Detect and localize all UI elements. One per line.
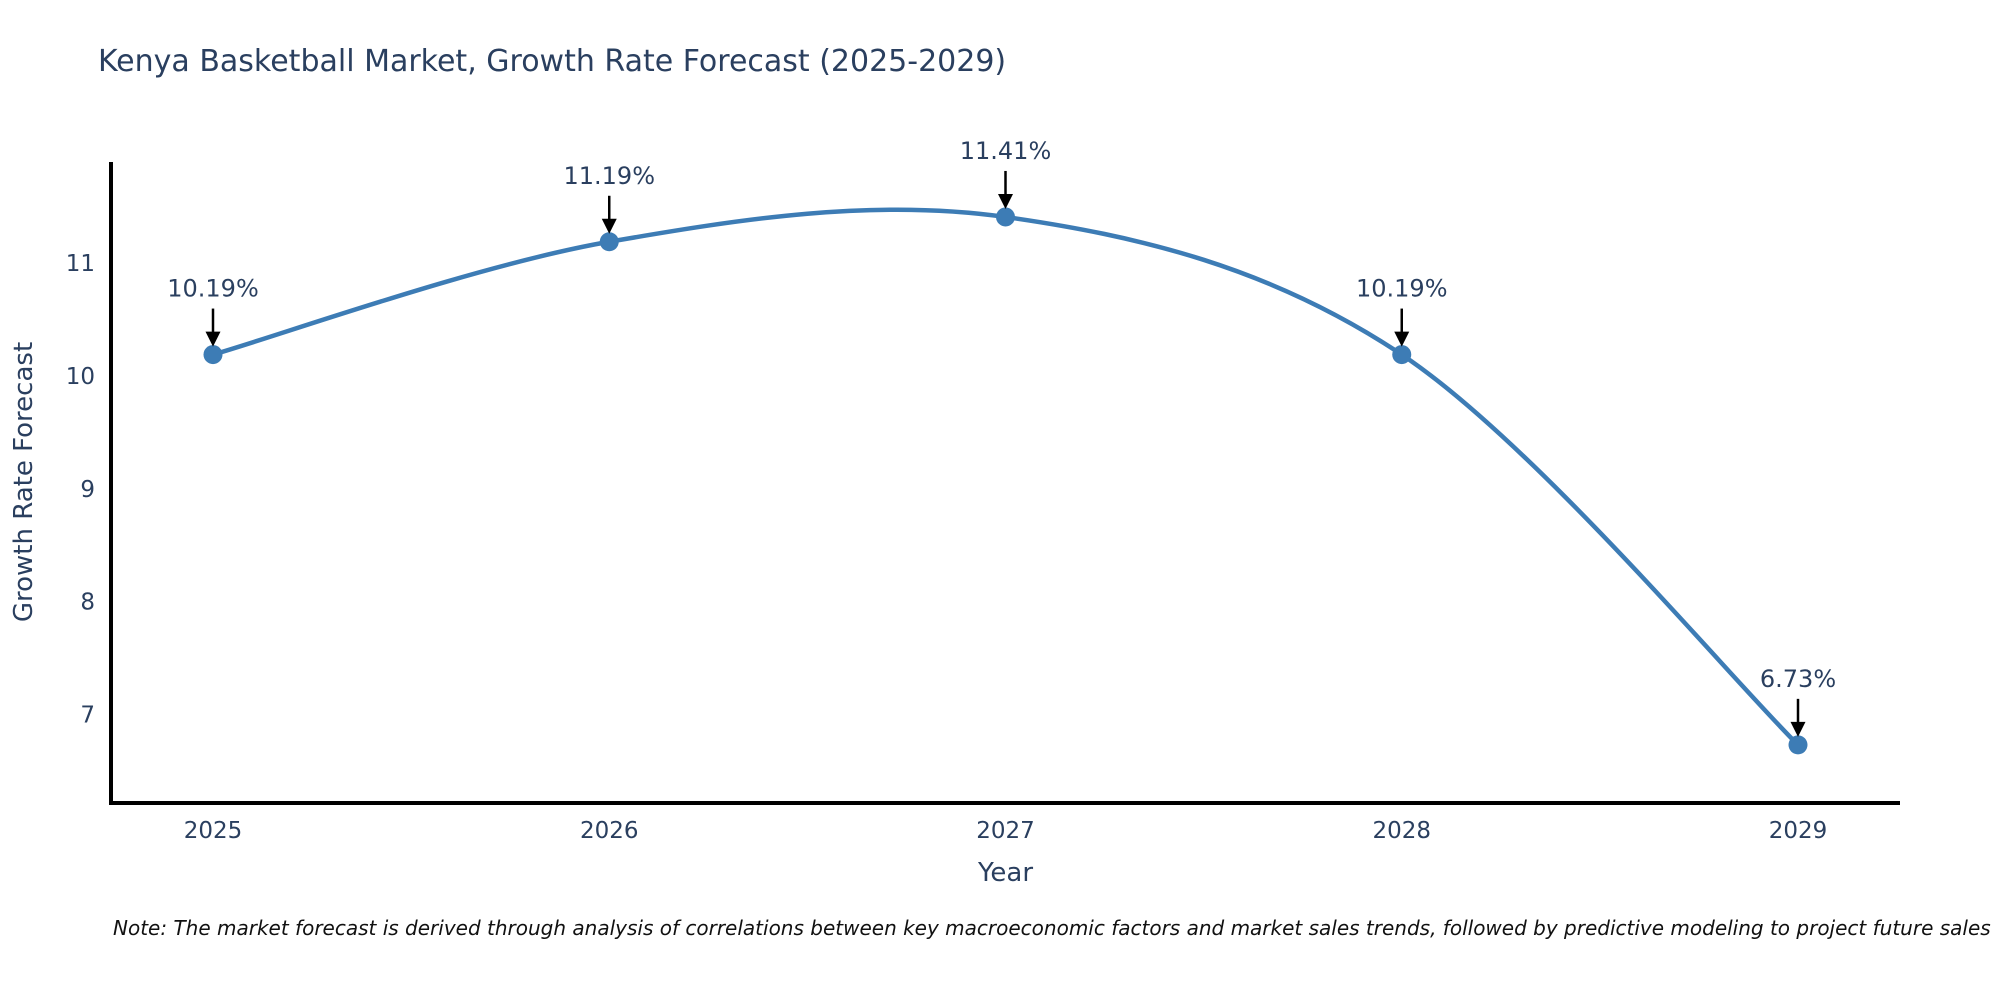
point-value-label: 11.19% [563, 162, 655, 190]
x-axis-title: Year [977, 858, 1033, 888]
y-tick-label: 7 [80, 702, 95, 728]
x-tick-label: 2027 [976, 818, 1035, 844]
point-value-label: 10.19% [1356, 275, 1448, 303]
y-tick-label: 11 [66, 251, 95, 277]
x-tick-label: 2029 [1769, 818, 1828, 844]
point-value-label: 10.19% [167, 275, 259, 303]
data-point-marker [1788, 735, 1808, 755]
x-tick-label: 2028 [1372, 818, 1431, 844]
annotation-arrowhead-icon [205, 331, 221, 347]
annotation-arrowhead-icon [1394, 331, 1410, 347]
y-axis-title: Growth Rate Forecast [9, 342, 39, 622]
y-tick-label: 10 [66, 364, 95, 390]
y-tick-label: 8 [80, 590, 95, 616]
x-axis-tick-labels: 2025 2026 2027 2028 2029 [184, 818, 1828, 844]
series-line-layer [210, 207, 1801, 748]
annotation-arrowhead-icon [998, 193, 1013, 209]
annotation-arrowhead-icon [1790, 721, 1806, 737]
data-annotations: 10.19% 11.19% 11.41% 10.19% 6.73% [167, 137, 1836, 737]
y-axis-tick-labels: 7 8 9 10 11 [66, 251, 95, 728]
annotation-arrowhead-icon [601, 218, 617, 234]
x-tick-label: 2026 [580, 818, 639, 844]
y-tick-label: 9 [80, 477, 95, 503]
x-tick-label: 2025 [184, 818, 243, 844]
data-point-marker [1392, 345, 1412, 365]
data-point-marker [599, 232, 619, 252]
axis-titles: Year Growth Rate Forecast [9, 342, 1033, 888]
point-value-label: 6.73% [1760, 665, 1836, 693]
data-point-markers [203, 207, 1808, 755]
series-line [210, 207, 1801, 748]
data-point-marker [996, 207, 1015, 227]
point-value-label: 11.41% [960, 137, 1052, 165]
footnote: Note: The market forecast is derived thr… [113, 916, 1991, 940]
axes [109, 162, 1900, 805]
chart-title: Kenya Basketball Market, Growth Rate For… [98, 44, 1007, 79]
data-point-marker [203, 345, 223, 365]
